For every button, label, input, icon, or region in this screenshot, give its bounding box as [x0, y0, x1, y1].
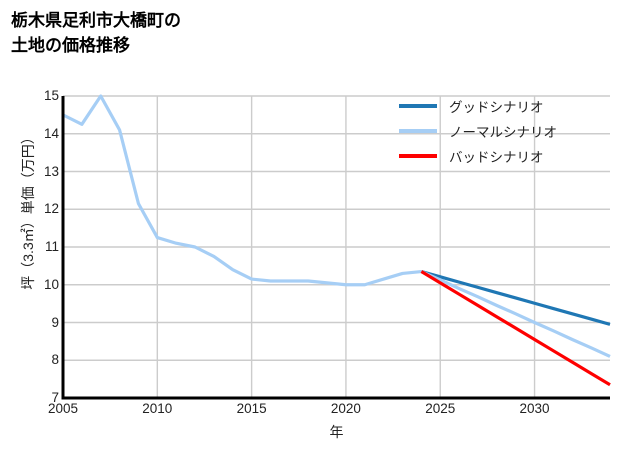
x-axis-tick-label: 2020 — [330, 401, 361, 416]
y-axis-tick-label: 8 — [51, 352, 59, 368]
x-axis-tick-label: 2030 — [519, 401, 550, 416]
legend-swatch-icon — [399, 128, 437, 133]
x-axis-tick-labels: 2005 2010 2015 2020 2025 2030 — [48, 401, 610, 422]
series-line-実績 — [62, 94, 422, 287]
x-axis-tick-label: 2025 — [425, 401, 456, 416]
x-axis-tick-label: 2010 — [142, 401, 173, 416]
x-axis-tick-label: 2005 — [47, 401, 79, 416]
x-axis-tick-label: 2015 — [236, 401, 267, 416]
y-axis-tick-label: 10 — [43, 276, 59, 292]
y-axis-tick-label: 14 — [43, 125, 59, 141]
chart-title: 栃木県足利市大橋町の 土地の価格推移 — [11, 11, 181, 55]
y-axis-tick-label: 12 — [43, 201, 59, 217]
y-axis-tick-label: 7 — [51, 390, 59, 405]
plot-area — [61, 94, 611, 400]
legend-item-2[interactable]: ノーマルシナリオ — [399, 118, 609, 143]
y-axis-tick-label: 9 — [51, 314, 59, 330]
legend-swatch-icon — [399, 153, 437, 158]
legend-item-label: グッドシナリオ — [449, 99, 544, 115]
y-axis-tick-labels: 15 14 13 12 11 10 9 8 7 — [31, 89, 59, 404]
y-axis-title: 坪（3.3㎡）単価（万円） — [20, 130, 36, 290]
legend-item-label: バッドシナリオ — [449, 149, 544, 165]
legend-swatch-icon — [399, 103, 437, 108]
chart-legend: グッドシナリオ ノーマルシナリオ バッドシナリオ — [399, 93, 609, 168]
y-axis-tick-label: 13 — [43, 163, 59, 179]
x-axis-title: 年 — [329, 424, 344, 440]
y-axis-tick-label: 15 — [43, 88, 59, 103]
series-line-バッドシナリオ — [420, 270, 611, 387]
plot-svg — [61, 94, 611, 400]
legend-item-1[interactable]: グッドシナリオ — [399, 93, 609, 118]
legend-item-label: ノーマルシナリオ — [449, 124, 557, 140]
legend-item-3[interactable]: バッドシナリオ — [399, 143, 609, 168]
series-line-ノーマルシナリオ — [420, 270, 611, 358]
y-axis-tick-label: 11 — [44, 239, 59, 254]
series-line-グッドシナリオ — [420, 269, 611, 326]
